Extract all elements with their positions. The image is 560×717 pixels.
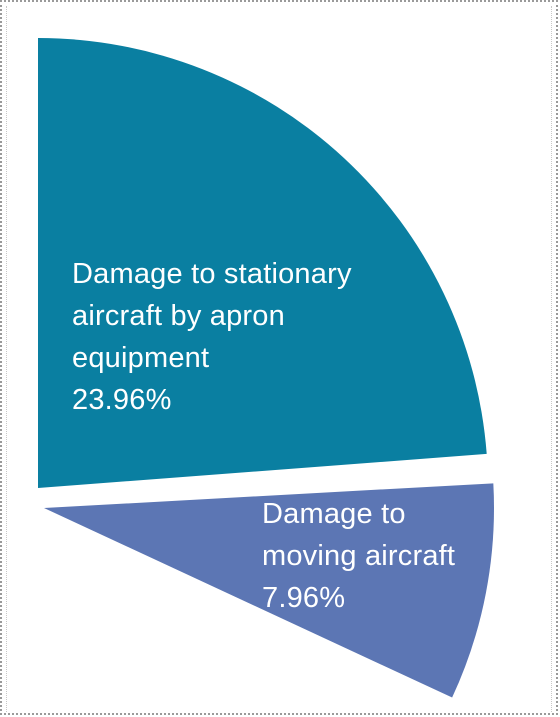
pie-slices: [38, 38, 494, 698]
pie-slice-1: [38, 38, 487, 488]
inner-frame: [6, 6, 552, 712]
slice-label-line: equipment: [72, 342, 209, 374]
slice-label-line: Damage to stationary: [72, 258, 352, 290]
pie-slice-label-1: Damage to stationary aircraft by apron equ…: [72, 258, 352, 416]
slice-label-line: aircraft by apron: [72, 300, 285, 332]
slice-label-line: moving aircraft: [262, 540, 455, 572]
pie-labels: Damage to stationary aircraft by apron equ…: [72, 258, 455, 614]
pie-slice-label-2: Damage to moving aircraft 7.96%: [262, 498, 455, 614]
slice-value-text: 7.96%: [262, 582, 345, 614]
slice-label-line: Damage to: [262, 498, 406, 530]
slice-value-text: 23.96%: [72, 384, 172, 416]
pie-slice-2: [44, 483, 494, 698]
